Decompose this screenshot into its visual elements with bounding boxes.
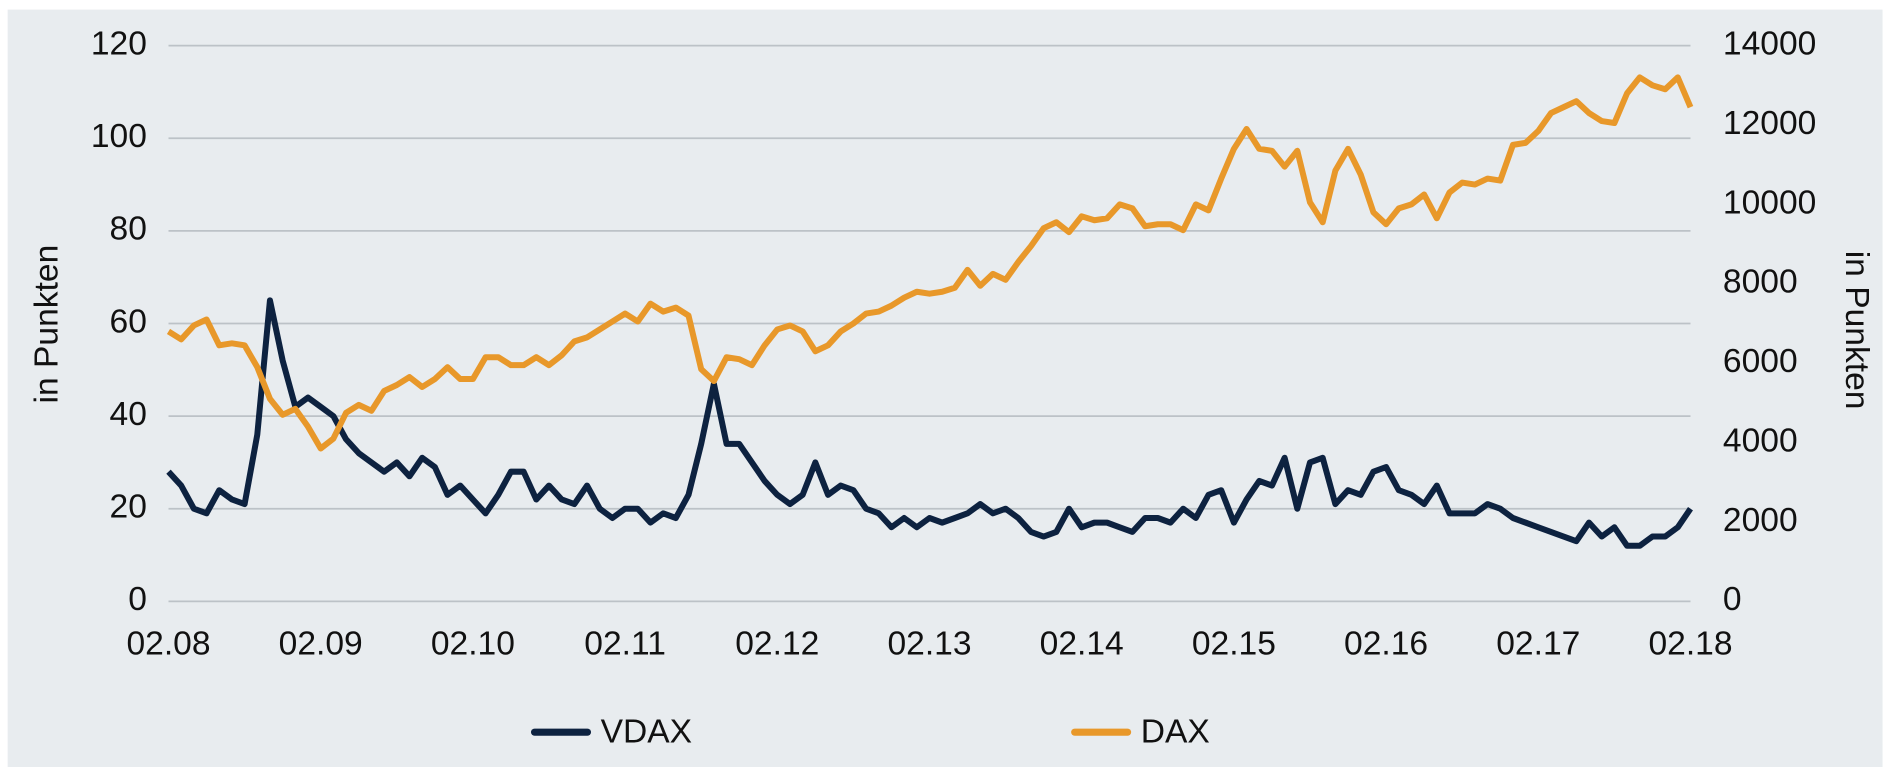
y2-tick-label: 2000 [1723, 502, 1798, 539]
series-line [166, 74, 1694, 452]
y-tick-label: 80 [110, 211, 147, 248]
y2-axis-title: in Punkten [1838, 251, 1875, 410]
x-tick-label: 02.11 [584, 626, 666, 663]
x-tick-label: 02.08 [126, 626, 210, 663]
y2-tick-label: 10000 [1723, 184, 1816, 221]
y2-tick-label: 6000 [1723, 343, 1798, 380]
legend-label: VDAX [601, 713, 692, 750]
x-tick-label: 02.12 [735, 626, 819, 663]
y-tick-label: 40 [110, 396, 147, 433]
legend-label: DAX [1141, 713, 1210, 750]
x-tick-label: 02.17 [1496, 626, 1580, 663]
x-tick-label: 02.09 [279, 626, 363, 663]
y2-tick-label: 8000 [1723, 264, 1798, 301]
y2-tick-label: 4000 [1723, 422, 1798, 459]
y2-tick-label: 0 [1723, 581, 1742, 618]
y-tick-label: 120 [91, 25, 147, 62]
chart-background [7, 9, 1883, 767]
x-tick-label: 02.10 [431, 626, 515, 663]
x-tick-label: 02.15 [1192, 626, 1276, 663]
y2-tick-label: 12000 [1723, 105, 1816, 142]
series-line [166, 297, 1693, 549]
x-tick-label: 02.18 [1648, 626, 1732, 663]
y-tick-label: 100 [91, 118, 147, 155]
y-axis-title: in Punkten [28, 245, 65, 404]
y-tick-label: 0 [128, 581, 147, 618]
y2-tick-label: 14000 [1723, 25, 1816, 62]
x-tick-label: 02.14 [1040, 626, 1124, 663]
y-tick-label: 20 [110, 489, 147, 526]
y-tick-label: 60 [110, 303, 147, 340]
x-tick-label: 02.13 [887, 626, 971, 663]
x-tick-label: 02.16 [1344, 626, 1428, 663]
